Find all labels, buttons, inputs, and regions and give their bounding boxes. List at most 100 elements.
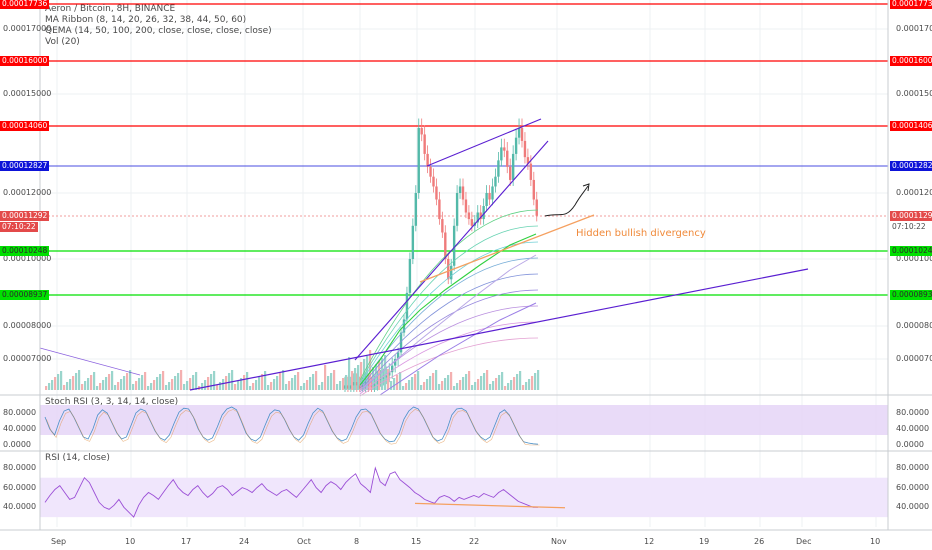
level-tag-left: 0.00017736 (0, 0, 50, 9)
divergence-rsi-line (414, 502, 566, 509)
volume-bar (180, 370, 183, 390)
volume-bar (483, 373, 486, 390)
volume-bar (69, 379, 72, 390)
candle-body (423, 134, 426, 154)
stoch-rsi-pane[interactable] (40, 405, 888, 446)
stoch-tick-label-left: 80.0000 (3, 408, 37, 417)
price-tick-label-right: 0.00015000 (896, 89, 932, 98)
volume-bar (117, 382, 120, 390)
price-pane[interactable] (39, 3, 888, 397)
volume-bar (432, 373, 435, 390)
volume-bar (507, 383, 510, 390)
volume-bar (339, 381, 342, 390)
volume-bar (204, 380, 207, 390)
volume-bar (345, 375, 348, 390)
volume-bar (495, 378, 498, 390)
volume-bar (504, 386, 507, 390)
candle-body (426, 153, 429, 167)
volume-bar (441, 381, 444, 390)
candle-body (517, 127, 521, 138)
volume-bar (153, 380, 156, 390)
wedge-upper-trendline (426, 118, 542, 167)
volume-bar (459, 380, 462, 390)
volume-bar (351, 371, 354, 390)
price-tick-label-right: 0.00007000 (896, 354, 932, 363)
candle-body (470, 219, 474, 226)
volume-bar (273, 379, 276, 390)
candle-body (452, 225, 456, 266)
volume-bar (321, 382, 324, 390)
volume-bar (492, 381, 495, 390)
volume-bar (189, 378, 192, 390)
volume-bar (474, 382, 477, 390)
volume-bar (201, 383, 204, 390)
price-tick-label-right: 0.00008000 (896, 321, 932, 330)
chart-legend: Aeron / Bitcoin, 8H, BINANCE MA Ribbon (… (45, 4, 272, 48)
stoch-tick-label-right: 0.0000 (896, 440, 924, 449)
volume-bar (114, 385, 117, 390)
volume-bar (537, 370, 540, 390)
candle-body (532, 179, 535, 200)
volume-bar (177, 373, 180, 390)
volume-bar (147, 386, 150, 390)
candle-body (441, 219, 444, 233)
volume-bar (75, 373, 78, 390)
volume-bar (84, 381, 87, 390)
candle-body (408, 259, 412, 293)
price-tick-label-left: 0.00007000 (3, 354, 52, 363)
volume-bar (237, 381, 240, 390)
volume-bar (531, 376, 534, 390)
candle-body (379, 378, 382, 381)
rsi-tick-label-right: 60.0000 (896, 482, 930, 492)
stoch-d-line (46, 409, 540, 446)
volume-bar (258, 377, 261, 390)
ma-ribbon-line (359, 257, 539, 387)
volume-bar (456, 383, 459, 390)
qema-label: QEMA (14, 50, 100, 200, close, close, cl… (45, 26, 272, 36)
candle-body (506, 150, 509, 167)
stoch-rsi-label: Stoch RSI (3, 3, 14, 14, close) (45, 397, 179, 407)
candle-body (399, 332, 403, 353)
volume-bar (249, 386, 252, 390)
price-tick-label-right: 0.00010000 (896, 254, 932, 263)
volume-bar (243, 375, 246, 390)
volume-bar (45, 386, 48, 390)
ma-ribbon-line (359, 209, 539, 381)
volume-bar (429, 376, 432, 390)
volume-bar (279, 373, 282, 390)
level-tag-right: 0.00016000 (890, 56, 932, 66)
volume-bar (90, 375, 93, 390)
candle-body (485, 193, 488, 206)
volume-bar (174, 376, 177, 390)
volume-bar (450, 372, 453, 390)
qema-line (359, 233, 537, 386)
countdown-tag-left: 07:10:22 (0, 222, 38, 232)
date-tick-label: 17 (181, 537, 192, 546)
volume-bar (306, 380, 309, 390)
rsi-line (44, 466, 538, 518)
volume-bar (111, 371, 114, 390)
candle-body (520, 127, 524, 141)
volume-bar (405, 383, 408, 390)
volume-bar (228, 373, 231, 390)
volume-bar (261, 374, 264, 390)
volume-bar (219, 382, 222, 390)
volume-bar (291, 378, 294, 390)
volume-bar (264, 371, 267, 390)
volume-bar (123, 376, 126, 390)
level-tag-left: 0.00010248 (0, 246, 50, 256)
volume-bar (327, 376, 330, 390)
volume-bar (135, 381, 138, 390)
volume-bar (498, 375, 501, 390)
rsi-pane[interactable] (40, 466, 888, 518)
date-tick-label: 22 (469, 537, 480, 546)
forecast-arrow (544, 185, 589, 217)
volume-bar (63, 385, 66, 390)
stoch-tick-label-left: 40.0000 (3, 424, 37, 433)
volume-bar (78, 370, 81, 390)
volume-bar (516, 374, 519, 390)
candle-body (476, 212, 479, 223)
volume-bar (81, 384, 84, 390)
candle-body (482, 205, 485, 220)
